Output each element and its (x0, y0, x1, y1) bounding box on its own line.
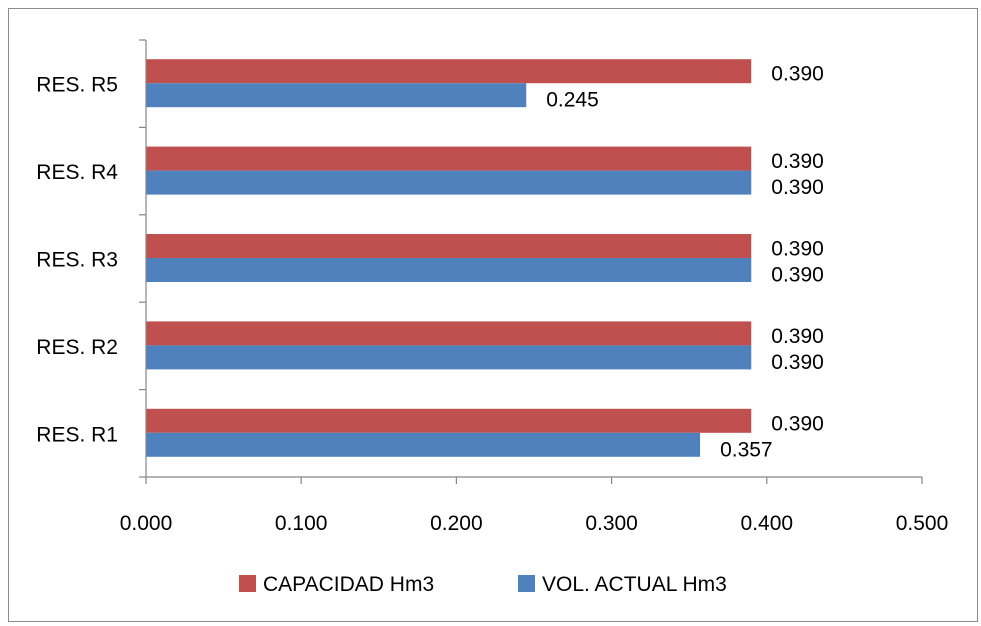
category-label-1: RES. R1 (36, 423, 118, 446)
x-tick-label-4: 0.400 (741, 512, 794, 535)
bar-capacidad-1 (146, 408, 752, 433)
data-label-capacidad-5: 0.390 (771, 63, 824, 86)
bar-vol-actual-3 (146, 258, 752, 282)
x-tick-label-0: 0.000 (120, 512, 173, 535)
bar-vol-actual-4 (146, 170, 752, 195)
data-label-capacidad-3: 0.390 (771, 238, 824, 261)
bar-capacidad-4 (146, 146, 752, 171)
bar-vol-actual-5 (146, 83, 527, 108)
bar-capacidad-3 (146, 234, 752, 258)
data-label-vol-actual-3: 0.390 (771, 264, 824, 287)
legend-swatch-vol-actual (518, 575, 535, 592)
bar-capacidad-2 (146, 321, 752, 346)
category-label-2: RES. R2 (36, 336, 118, 359)
legend-swatch-capacidad (239, 575, 256, 592)
chart-frame (8, 8, 978, 622)
category-label-4: RES. R4 (36, 161, 118, 184)
data-label-vol-actual-4: 0.390 (771, 176, 824, 199)
legend-label-capacidad: CAPACIDAD Hm3 (263, 573, 434, 596)
category-label-3: RES. R3 (36, 249, 118, 272)
bar-capacidad-5 (146, 59, 752, 84)
data-label-capacidad-2: 0.390 (771, 325, 824, 348)
data-label-capacidad-4: 0.390 (771, 150, 824, 173)
data-label-vol-actual-5: 0.245 (546, 89, 599, 112)
category-label-5: RES. R5 (36, 74, 118, 97)
x-tick-label-5: 0.500 (896, 512, 949, 535)
x-tick-label-3: 0.300 (585, 512, 638, 535)
bar-vol-actual-2 (146, 345, 752, 370)
data-label-vol-actual-1: 0.357 (720, 438, 773, 461)
data-label-vol-actual-2: 0.390 (771, 351, 824, 374)
x-tick-label-2: 0.200 (430, 512, 483, 535)
x-tick-label-1: 0.100 (275, 512, 328, 535)
data-labels-group: 0.390 0.357 0.390 0.390 0.390 0.390 0.390 0.390… (546, 63, 824, 462)
legend-label-vol-actual: VOL. ACTUAL Hm3 (542, 573, 727, 596)
axes-group: RES. R1 RES. R2 RES. R3 RES. R4 RES. R5 0.000… (36, 39, 949, 535)
bars-group (146, 59, 752, 457)
legend: CAPACIDAD Hm3 VOL. ACTUAL Hm3 (239, 573, 727, 596)
bar-vol-actual-1 (146, 432, 701, 457)
data-label-capacidad-1: 0.390 (771, 412, 824, 435)
